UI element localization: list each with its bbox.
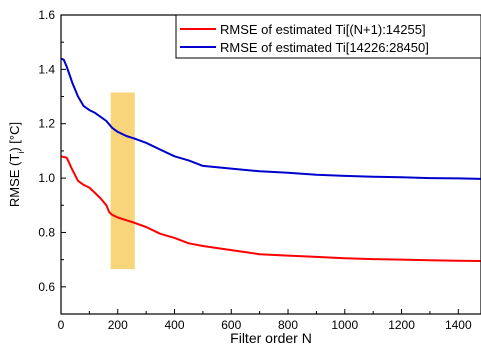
- y-tick-label: 0.8: [38, 225, 55, 239]
- legend: RMSE of estimated Ti[(N+1):14255] RMSE of…: [175, 14, 481, 59]
- x-tick-label: 200: [108, 318, 128, 332]
- y-tick-label: 1.4: [38, 62, 55, 76]
- series-layer: [60, 57, 481, 262]
- series-line-1: [60, 155, 481, 262]
- series-line-2: [60, 57, 481, 180]
- legend-label-1: RMSE of estimated Ti[(N+1):14255]: [220, 22, 426, 37]
- legend-box: [175, 14, 481, 59]
- highlight-layer: [110, 92, 135, 270]
- x-tick-label: 1000: [331, 318, 358, 332]
- x-tick-label: 600: [221, 318, 241, 332]
- x-tick-label: 1400: [445, 318, 472, 332]
- x-tick-label: 800: [278, 318, 298, 332]
- y-tick-label: 1.0: [38, 171, 55, 185]
- y-tick-label: 0.6: [38, 280, 55, 294]
- x-axis-label: Filter order N: [230, 330, 312, 346]
- highlight-region: [110, 92, 135, 270]
- y-tick-label: 1.6: [38, 8, 55, 22]
- y-tick-label: 1.2: [38, 117, 55, 131]
- y-axis-ticks: 0.6 0.8 1.0 1.2 1.4 1.6: [38, 8, 66, 294]
- legend-label-2: RMSE of estimated Ti[14226:28450]: [220, 40, 429, 55]
- y-axis-label: RMSE (Ti) [°C]: [7, 122, 26, 207]
- x-tick-label: 1200: [388, 318, 415, 332]
- x-tick-label: 0: [58, 318, 65, 332]
- x-tick-label: 400: [164, 318, 184, 332]
- x-axis-ticks: 0 200 400 600 800 1000 1200 1400: [58, 309, 472, 332]
